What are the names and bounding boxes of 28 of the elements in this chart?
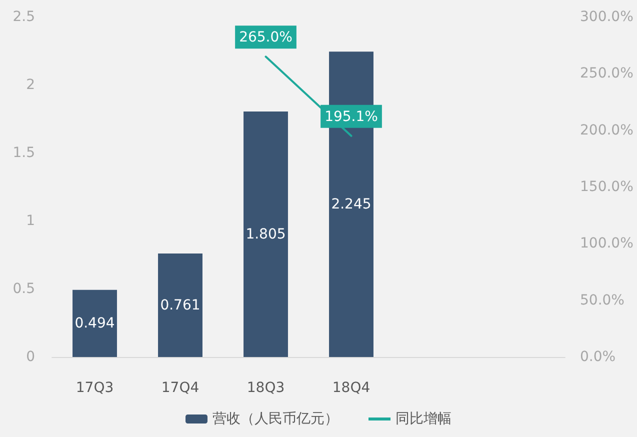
- bar: [72, 290, 117, 357]
- legend-label: 营收（人民币亿元）: [212, 411, 338, 427]
- data-label: 0.761: [160, 297, 200, 314]
- y2-tick-label: 50.0%: [580, 292, 624, 308]
- y2-tick-label: 0.0%: [580, 349, 616, 365]
- data-label: 0.494: [74, 315, 115, 332]
- data-label: 1.805: [246, 226, 286, 242]
- y2-tick-label: 250.0%: [580, 66, 634, 82]
- y-tick-label: 2.5: [12, 9, 35, 25]
- y2-tick-label: 100.0%: [580, 236, 634, 252]
- data-label: 2.245: [331, 196, 372, 212]
- data-label: 195.1%: [324, 108, 378, 125]
- y2-tick-label: 200.0%: [580, 122, 634, 138]
- x-tick-label: 18Q3: [246, 380, 285, 396]
- data-label: 265.0%: [239, 30, 292, 46]
- legend-label: 同比增幅: [396, 411, 452, 427]
- y-tick-label: 1: [26, 213, 35, 229]
- y-tick-label: 0.5: [12, 281, 35, 297]
- y2-tick-label: 150.0%: [580, 179, 634, 195]
- y-tick-label: 0: [26, 349, 35, 365]
- y-tick-label: 1.5: [12, 145, 35, 161]
- y-tick-label: 2: [26, 77, 35, 93]
- bar: [244, 112, 288, 357]
- x-tick-label: 18Q4: [332, 380, 370, 396]
- x-tick-label: 17Q4: [161, 380, 200, 396]
- bar: [158, 254, 202, 357]
- x-tick-label: 17Q3: [76, 380, 114, 396]
- y2-tick-label: 300.0%: [580, 9, 634, 25]
